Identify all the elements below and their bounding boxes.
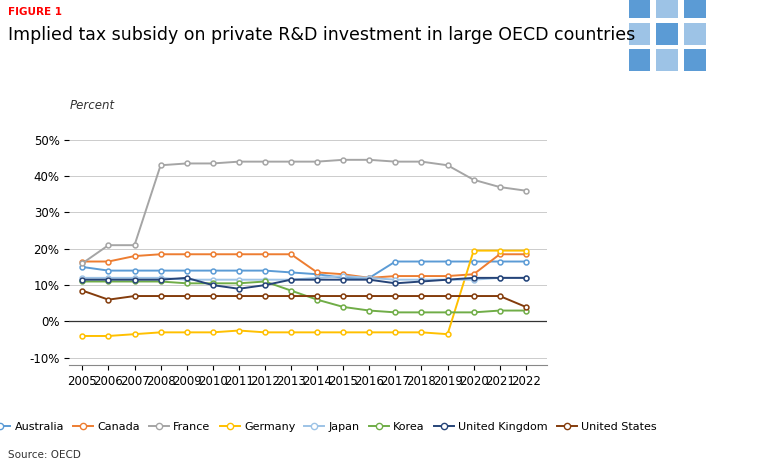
Bar	[656, 22, 678, 44]
Bar	[656, 0, 678, 18]
Bar	[684, 49, 705, 71]
Bar	[629, 49, 651, 71]
Bar	[656, 49, 678, 71]
Legend: Australia, Canada, France, Germany, Japan, Korea, United Kingdom, United States: Australia, Canada, France, Germany, Japa…	[0, 422, 657, 432]
Text: TPC: TPC	[654, 86, 713, 114]
Bar	[684, 0, 705, 18]
Text: Percent: Percent	[69, 99, 115, 112]
Bar	[684, 22, 705, 44]
Text: Source: OECD: Source: OECD	[8, 450, 81, 460]
Text: Implied tax subsidy on private R&D investment in large OECD countries: Implied tax subsidy on private R&D inves…	[8, 26, 635, 44]
Text: FIGURE 1: FIGURE 1	[8, 7, 62, 17]
Bar	[629, 0, 651, 18]
Bar	[629, 22, 651, 44]
